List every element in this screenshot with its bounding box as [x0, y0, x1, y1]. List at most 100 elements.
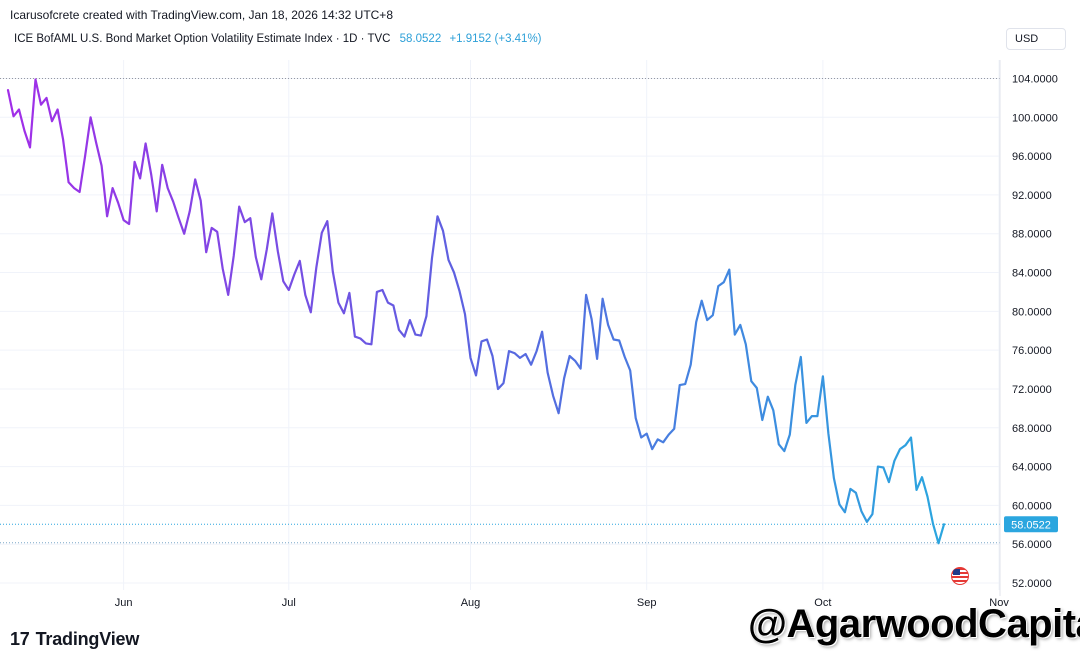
- data-point: [18, 109, 20, 111]
- data-point: [431, 257, 433, 259]
- data-point: [354, 336, 356, 338]
- data-point: [519, 357, 521, 359]
- data-point: [106, 216, 108, 218]
- data-point: [734, 334, 736, 336]
- data-point: [29, 147, 31, 149]
- data-point: [751, 380, 753, 382]
- last-price: 58.0522: [399, 33, 442, 45]
- data-point: [899, 448, 901, 450]
- last-price-tag-bg: [1004, 516, 1058, 533]
- series-line: [6, 78, 946, 545]
- data-point: [139, 178, 141, 180]
- data-point: [596, 358, 598, 360]
- data-point: [624, 356, 626, 358]
- data-point: [773, 410, 775, 412]
- data-point: [79, 191, 81, 193]
- data-point: [508, 350, 510, 352]
- data-point: [640, 437, 642, 439]
- data-point: [525, 353, 527, 355]
- data-point: [938, 542, 940, 544]
- data-point: [283, 281, 285, 283]
- data-point: [536, 350, 538, 352]
- data-point: [470, 357, 472, 359]
- data-point: [404, 336, 406, 338]
- data-point: [194, 179, 196, 181]
- data-point: [563, 378, 565, 380]
- data-point: [464, 314, 466, 316]
- data-point: [828, 433, 830, 435]
- data-point: [205, 251, 207, 253]
- data-point: [872, 513, 874, 515]
- data-point: [211, 227, 213, 229]
- data-point: [883, 467, 885, 469]
- data-point: [250, 217, 252, 219]
- currency-button[interactable]: USD: [1006, 28, 1066, 50]
- data-point: [238, 206, 240, 208]
- data-point: [227, 294, 229, 296]
- watermark-handle: @AgarwoodCapital: [748, 602, 1080, 646]
- data-point: [651, 448, 653, 450]
- data-point: [497, 388, 499, 390]
- data-point: [927, 496, 929, 498]
- tradingview-logo[interactable]: 17 TradingView: [10, 629, 139, 650]
- data-point: [569, 355, 571, 357]
- data-point: [839, 504, 841, 506]
- data-point: [40, 104, 42, 106]
- data-point: [183, 233, 185, 235]
- data-point: [602, 298, 604, 300]
- symbol-legend[interactable]: ICE BofAML U.S. Bond Market Option Volat…: [14, 33, 542, 45]
- data-point: [409, 319, 411, 321]
- data-point: [244, 221, 246, 223]
- y-tick-label: 100.0000: [1012, 112, 1058, 124]
- data-point: [156, 211, 158, 213]
- data-point: [607, 324, 609, 326]
- y-axis: 104.0000 100.0000 96.0000 92.0000 88.0000 84.…: [1012, 74, 1058, 591]
- data-point: [767, 396, 769, 398]
- data-point: [310, 312, 312, 314]
- data-point: [850, 488, 852, 490]
- x-tick-label: Oct: [814, 597, 831, 609]
- data-point: [349, 292, 351, 294]
- data-point: [552, 395, 554, 397]
- data-point: [877, 466, 879, 468]
- data-point: [415, 334, 417, 336]
- y-tick-label: 72.0000: [1012, 384, 1052, 396]
- data-point: [618, 340, 620, 342]
- data-point: [668, 434, 670, 436]
- data-point: [916, 489, 918, 491]
- data-point: [360, 338, 362, 340]
- data-point: [684, 383, 686, 385]
- us-flag-icon[interactable]: [951, 567, 969, 585]
- y-tick-label: 60.0000: [1012, 500, 1052, 512]
- data-point: [943, 524, 945, 526]
- data-point: [861, 510, 863, 512]
- last-price-tag-label: 58.0522: [1011, 519, 1051, 531]
- data-point: [921, 476, 923, 478]
- data-point: [706, 319, 708, 321]
- data-point: [481, 341, 483, 343]
- data-point: [784, 450, 786, 452]
- y-tick-label: 56.0000: [1012, 539, 1052, 551]
- data-point: [712, 314, 714, 316]
- data-point: [112, 187, 114, 189]
- data-point: [762, 419, 764, 421]
- data-point: [442, 230, 444, 232]
- data-point: [299, 260, 301, 262]
- data-point: [272, 213, 274, 215]
- data-point: [894, 460, 896, 462]
- data-point: [800, 356, 802, 358]
- data-point: [718, 285, 720, 287]
- data-point: [459, 290, 461, 292]
- data-point: [695, 321, 697, 323]
- data-point: [817, 415, 819, 417]
- data-point: [7, 89, 9, 91]
- data-point: [288, 289, 290, 291]
- chart-attribution: Icarusofcrete created with TradingView.c…: [10, 8, 393, 22]
- data-point: [635, 417, 637, 419]
- last-price-tag: 58.0522: [1004, 516, 1058, 533]
- data-point: [745, 344, 747, 346]
- data-point: [530, 364, 532, 366]
- data-point: [316, 267, 318, 269]
- data-point: [305, 294, 307, 296]
